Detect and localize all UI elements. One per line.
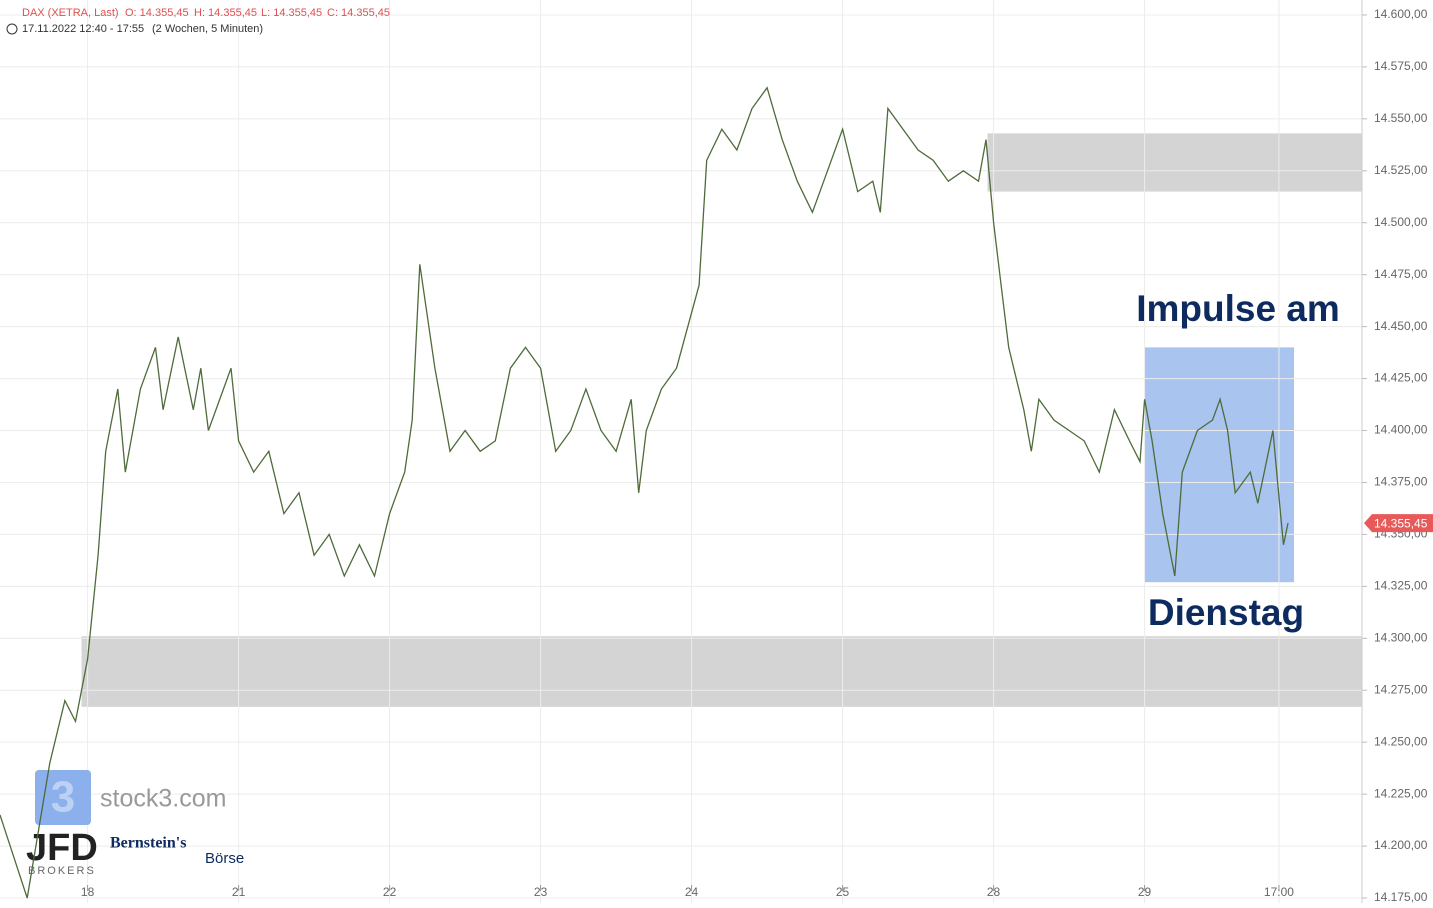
zone: [1144, 347, 1295, 583]
x-tick-label: 17:00: [1264, 885, 1294, 899]
logo-box: [35, 770, 91, 825]
logo-text: JFD: [26, 827, 98, 869]
range: 17.11.2022 12:40 - 17:55: [22, 23, 144, 35]
y-tick-label: 14.300,00: [1374, 630, 1428, 644]
zone: [81, 636, 1362, 707]
y-tick-label: 14.500,00: [1374, 215, 1428, 229]
logo-text: Bernstein's: [110, 835, 186, 852]
open: O: 14.355,45: [125, 7, 189, 19]
annotation: Dienstag: [1148, 592, 1304, 633]
high: H: 14.355,45: [194, 7, 257, 19]
x-tick-label: 22: [383, 885, 397, 899]
x-tick-label: 29: [1138, 885, 1152, 899]
y-tick-label: 14.400,00: [1374, 423, 1428, 437]
zones: [81, 133, 1362, 707]
y-tick-label: 14.450,00: [1374, 319, 1428, 333]
y-tick-label: 14.425,00: [1374, 371, 1428, 385]
header: DAX (XETRA, Last) O: 14.355,45 H: 14.355…: [6, 7, 390, 35]
clock-icon: [6, 23, 18, 35]
y-tick-label: 14.275,00: [1374, 682, 1428, 696]
y-tick-label: 14.250,00: [1374, 734, 1428, 748]
symbol: DAX (XETRA, Last): [22, 7, 119, 19]
logo-text: Börse: [205, 850, 244, 867]
y-tick-label: 14.550,00: [1374, 111, 1428, 125]
x-tick-label: 25: [836, 885, 850, 899]
x-tick-label: 18: [81, 885, 95, 899]
y-tick-label: 14.225,00: [1374, 786, 1428, 800]
x-tick-label: 21: [232, 885, 246, 899]
x-tick-label: 24: [685, 885, 699, 899]
y-tick-label: 14.375,00: [1374, 475, 1428, 489]
zone: [987, 133, 1362, 192]
y-tick-label: 14.325,00: [1374, 579, 1428, 593]
watermark: 3 stock3.com JFD BROKERS Bernstein's Bör…: [26, 770, 244, 877]
logo-text: stock3.com: [100, 785, 226, 813]
last-price-label: 14.355,45: [1374, 516, 1428, 530]
logo-text: BROKERS: [28, 865, 96, 877]
y-tick-label: 14.525,00: [1374, 163, 1428, 177]
low: L: 14.355,45: [261, 7, 322, 19]
x-tick-label: 23: [534, 885, 548, 899]
annotation: Impulse am: [1136, 288, 1340, 329]
y-tick-label: 14.575,00: [1374, 59, 1428, 73]
period: (2 Wochen, 5 Minuten): [152, 23, 263, 35]
logo-icon: 3: [51, 773, 75, 822]
price-line: [0, 86, 1289, 899]
x-tick-label: 28: [987, 885, 1001, 899]
y-tick-label: 14.200,00: [1374, 838, 1428, 852]
close: C: 14.355,45: [327, 7, 390, 19]
y-tick-label: 14.175,00: [1374, 890, 1428, 903]
last-price-tag: [1364, 514, 1433, 533]
grid: [0, 0, 1362, 903]
y-tick-label: 14.475,00: [1374, 267, 1428, 281]
y-tick-label: 14.600,00: [1374, 7, 1428, 21]
